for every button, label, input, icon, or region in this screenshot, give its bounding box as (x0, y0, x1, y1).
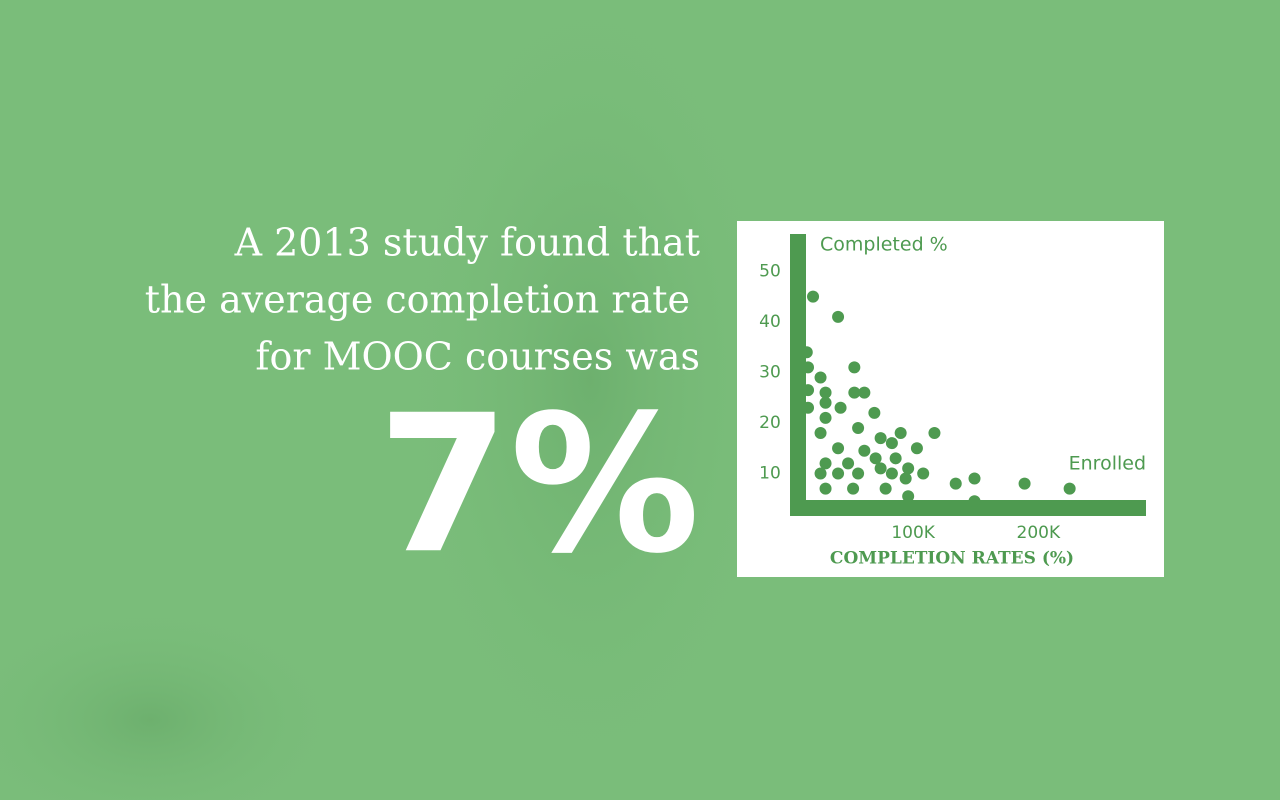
point (802, 361, 815, 374)
caption: COMPLETION RATES (%) (830, 549, 1074, 569)
point (858, 386, 871, 399)
y-tick-label: 40 (759, 312, 781, 332)
point (968, 472, 981, 485)
point (868, 406, 881, 419)
point (1063, 482, 1076, 495)
point (968, 495, 981, 508)
point (1018, 477, 1031, 490)
point (902, 462, 915, 475)
x-tick-label: 200K (1017, 523, 1061, 543)
photo-shade (390, 0, 790, 800)
chart-panel (737, 221, 1164, 577)
point (885, 437, 898, 450)
point (949, 477, 962, 490)
point (807, 290, 820, 303)
point (842, 457, 855, 470)
y-tick-label: 30 (759, 362, 781, 382)
point (879, 482, 892, 495)
x-axis (790, 500, 1146, 516)
point (889, 452, 902, 465)
point (874, 462, 887, 475)
headline: the average completion rate (145, 278, 690, 322)
y-axis-label: Completed % (820, 234, 948, 256)
y-axis (790, 234, 806, 516)
point (832, 467, 845, 480)
point (819, 396, 832, 409)
point (928, 427, 941, 440)
point (819, 457, 832, 470)
point (802, 384, 815, 397)
headline: for MOOC courses was (255, 335, 700, 379)
point (858, 444, 871, 457)
point (819, 386, 832, 399)
point (834, 401, 847, 414)
point (852, 422, 865, 434)
point (819, 411, 832, 424)
point (847, 482, 860, 495)
point (814, 467, 827, 480)
point (910, 442, 923, 455)
point (874, 432, 887, 445)
big-stat: 7% (377, 374, 700, 595)
point (902, 490, 915, 503)
point (894, 427, 907, 440)
point (852, 467, 865, 480)
point (814, 371, 827, 384)
y-tick-label: 50 (759, 261, 781, 281)
x-tick-label: 100K (891, 523, 935, 543)
headline: A 2013 study found that (234, 221, 700, 265)
point (899, 472, 912, 485)
photo-shade (0, 600, 350, 804)
point (848, 386, 861, 399)
point (800, 346, 813, 359)
point (917, 467, 930, 480)
point (885, 467, 898, 480)
point (814, 427, 827, 440)
y-tick-label: 10 (759, 463, 781, 483)
point (819, 482, 832, 495)
point (832, 442, 845, 455)
x-axis-label: Enrolled (1069, 453, 1146, 475)
point (848, 361, 861, 374)
point (869, 452, 882, 465)
point (802, 401, 815, 414)
y-tick-label: 20 (759, 413, 781, 433)
point (832, 310, 845, 323)
